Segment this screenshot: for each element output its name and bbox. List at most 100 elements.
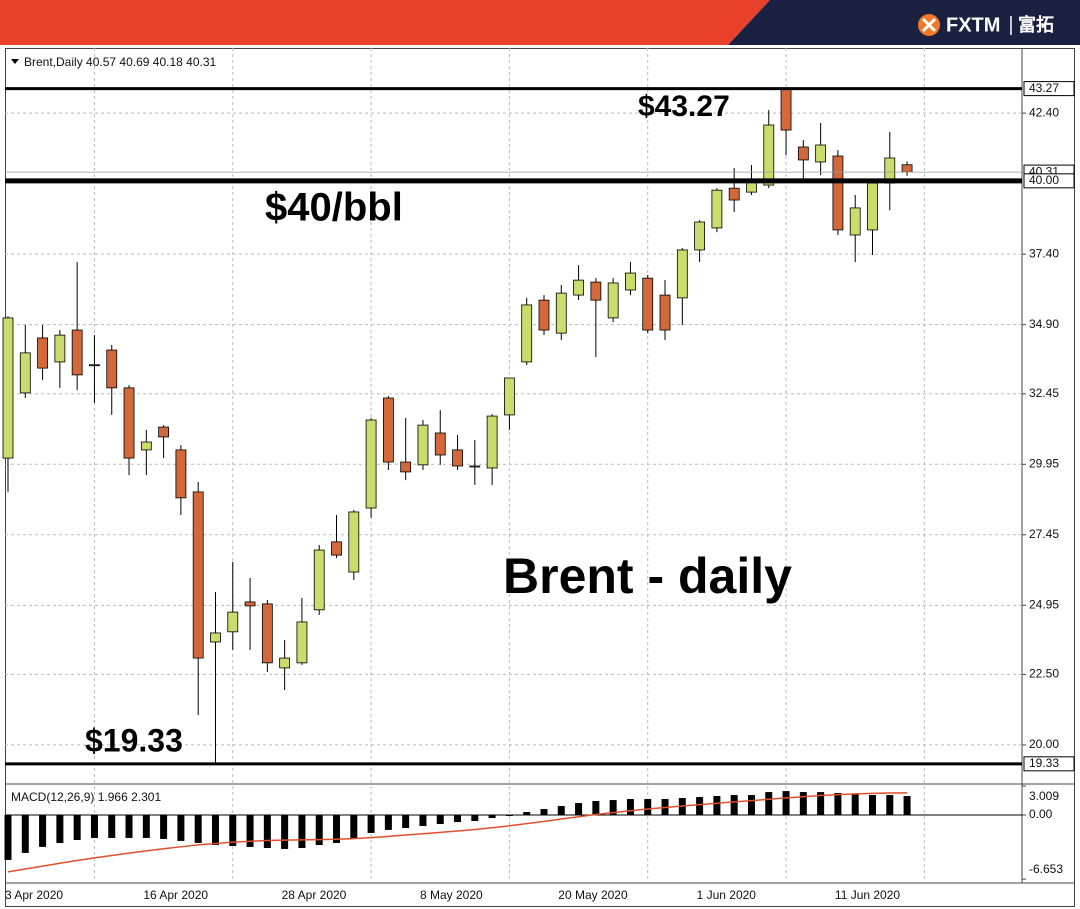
candle-body — [867, 182, 878, 231]
macd-bar — [177, 815, 185, 841]
macd-bar — [488, 815, 496, 818]
macd-bar — [402, 815, 410, 829]
y-tick-label: 27.45 — [1029, 527, 1059, 541]
macd-bar — [713, 796, 721, 816]
candle-body — [486, 415, 498, 469]
macd-bar — [211, 815, 219, 845]
macd-bar — [350, 815, 358, 839]
annotation: Brent - daily — [503, 548, 792, 604]
macd-bar — [142, 815, 150, 838]
candle-body — [434, 432, 446, 456]
last-high: 40.69 — [119, 55, 149, 69]
macd-bar — [333, 815, 341, 843]
candle-body — [607, 282, 619, 319]
x-tick-label: 20 May 2020 — [558, 888, 628, 902]
candle-body — [2, 317, 14, 459]
x-tick-label: 1 Jun 2020 — [697, 888, 757, 902]
candle-body — [901, 164, 913, 173]
macd-bar — [903, 796, 911, 816]
y-tick-label: 22.50 — [1029, 667, 1059, 681]
x-tick-label: 28 Apr 2020 — [282, 888, 347, 902]
brand-name: FXTM — [946, 14, 1000, 36]
candle-body — [452, 449, 463, 467]
candle-body — [158, 426, 170, 438]
macd-bar — [696, 797, 704, 816]
macd-bar — [315, 815, 323, 845]
macd-bar — [747, 795, 755, 816]
macd-y-tick-label: -6.653 — [1029, 862, 1063, 876]
candle-body — [313, 549, 325, 611]
macd-bar — [869, 795, 876, 816]
candle-body — [694, 221, 705, 251]
macd-bar — [21, 815, 29, 853]
macd-bar — [229, 815, 237, 846]
macd-bar — [609, 800, 617, 816]
candle-body — [175, 449, 187, 499]
candle-body — [365, 419, 377, 509]
macd-bar — [281, 815, 289, 849]
candle-body — [227, 611, 239, 633]
candle-body — [521, 304, 533, 363]
macd-name: MACD(12,26,9) — [11, 790, 94, 804]
macd-bar — [246, 815, 254, 847]
y-tick-label: 34.90 — [1029, 317, 1059, 331]
candle-body — [244, 601, 256, 607]
macd-bar — [575, 803, 583, 816]
logo-mark — [921, 17, 937, 33]
macd-bar — [73, 815, 81, 840]
last-low: 40.18 — [153, 55, 183, 69]
x-tick-label: 11 Jun 2020 — [835, 888, 900, 902]
macd-bar — [765, 792, 773, 816]
candle-body — [832, 155, 844, 231]
candle-body — [210, 632, 221, 643]
candle-body — [89, 364, 100, 367]
last-open: 40.57 — [86, 55, 116, 69]
macd-bar — [834, 793, 842, 816]
candle-body — [538, 299, 550, 331]
x-tick-label: 8 May 2020 — [420, 888, 483, 902]
candle-body — [763, 124, 775, 186]
macd-bar — [523, 812, 531, 816]
chart-header: Brent,Daily 40.57 40.69 40.18 40.31 — [24, 55, 217, 69]
macd-bar — [384, 815, 392, 830]
macd-bar — [540, 809, 548, 816]
y-tick-label: 20.00 — [1029, 737, 1059, 751]
candle-body — [296, 621, 308, 664]
banner-left — [0, 0, 770, 45]
chart-frame — [5, 48, 1075, 907]
macd-bar — [505, 815, 513, 816]
candle-body — [123, 387, 135, 459]
candle-body — [331, 541, 342, 556]
y-tick-label: 32.45 — [1029, 386, 1059, 400]
macd-bar — [298, 815, 306, 848]
macd-bar — [886, 795, 894, 816]
candle-body — [711, 189, 723, 229]
macd-bar — [108, 815, 116, 838]
candle-body — [780, 88, 792, 131]
y-tick-label: 24.95 — [1029, 597, 1059, 611]
annotation: $43.27 — [638, 90, 730, 123]
macd-y-tick-label: 3.009 — [1029, 789, 1059, 803]
macd-bar — [626, 799, 634, 816]
macd-bar — [56, 815, 64, 843]
macd-bar — [419, 815, 427, 826]
macd-bar — [557, 806, 565, 816]
candle-body — [140, 441, 152, 451]
macd-bar — [730, 795, 738, 816]
annotation: $40/bbl — [265, 186, 403, 230]
candle-body — [19, 352, 31, 394]
candle-body — [797, 146, 809, 161]
signal-last: 2.301 — [131, 790, 161, 804]
y-tick-label: 37.40 — [1029, 246, 1059, 260]
candle-body — [504, 377, 515, 416]
macd-bar — [644, 799, 652, 816]
macd-y-tick-label: 0.00 — [1029, 807, 1053, 821]
candle-body — [728, 187, 740, 201]
macd-signal-line — [7, 792, 908, 873]
menu-arrow[interactable] — [11, 59, 19, 64]
macd-last: 1.966 — [98, 790, 128, 804]
macd-bar — [799, 792, 807, 816]
candle-body — [469, 465, 481, 468]
macd-bar — [160, 815, 168, 839]
candle-body — [625, 272, 636, 291]
